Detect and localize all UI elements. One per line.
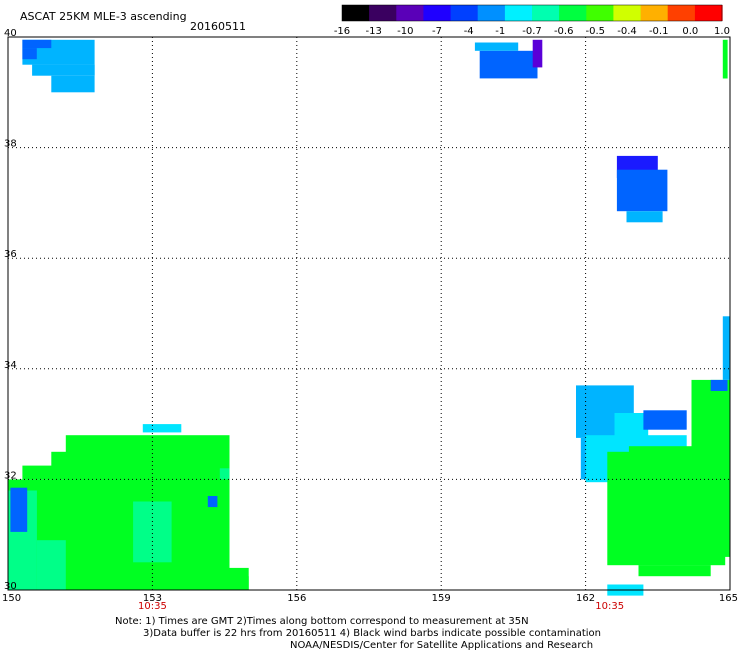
colorbar-tick-label-8: -0.5 [586,26,606,37]
heatmap-cells [8,39,730,596]
y-tick-label-40: 40 [4,28,17,39]
heat-cell-east-blip-0 [722,39,728,79]
colorbar-segment-11 [640,5,669,21]
x-tick-label-159: 159 [432,593,451,604]
heat-cell-sw-seafoam-1 [36,540,66,590]
x-tick-label-165: 165 [719,593,738,604]
footer-note-line-2: 3)Data buffer is 22 hrs from 20160511 4)… [143,628,601,639]
colorbar-segment-0 [342,5,370,21]
heat-cell-nw-patch-edge-0 [22,39,52,49]
heat-cell-se-green-1 [638,565,711,577]
heat-cell-island-patch-base-0 [626,211,663,223]
colorbar-segment-4 [450,5,479,21]
colorbar-tick-label-6: -0.7 [522,26,542,37]
heat-cell-sw-green-1 [22,465,61,480]
grid-lines [8,37,730,590]
colorbar-segment-7 [532,5,560,21]
colorbar-tick-label-7: -0.6 [554,26,574,37]
heat-cell-sw-blue-1 [207,496,218,508]
heat-cell-sw-seafoam-2 [133,501,172,563]
heat-cell-se-east-strip-0 [722,316,730,380]
heat-cell-se-cyan-1 [614,413,649,452]
colorbar-segment-2 [396,5,424,21]
colorbar-tick-label-9: -0.4 [617,26,637,37]
colorbar-tick-labels: -16 -13 -10 -7 -4 -1 -0.7 -0.6 -0.5 -0.4 -0.1 0.0 1.… [334,26,730,37]
y-tick-label-38: 38 [4,139,17,150]
colorbar-border [341,4,723,22]
colorbar-segment-12 [667,5,696,21]
x-axis-tick-labels: 150 153 156 159 162 165 [2,593,738,604]
heat-cell-north-patch-edge-0 [532,39,543,68]
y-tick-label-36: 36 [4,249,17,260]
colorbar-segment-1 [369,5,397,21]
heat-cell-nw-patch-2 [51,75,95,93]
plot-frame [7,36,731,591]
colorbar-segment-9 [586,5,614,21]
colorbar-tick-label-3: -7 [432,26,442,37]
colorbar-segment-10 [613,5,642,21]
colorbar-tick-label-2: -10 [397,26,413,37]
heat-cell-nw-patch-edge-1 [22,48,37,60]
colorbar-tick-label-0: -16 [334,26,350,37]
x-tick-label-162: 162 [576,593,595,604]
colorbar-segment-3 [423,5,452,21]
chart-title: ASCAT 25KM MLE-3 ascending [20,10,187,23]
colorbar-tick-label-4: -4 [464,26,474,37]
colorbar-segment-8 [559,5,587,21]
time-label-0: 10:35 [138,601,167,612]
chart-date: 20160511 [190,20,246,33]
colorbar [341,4,723,22]
colorbar-tick-label-11: 0.0 [682,26,698,37]
heat-cell-sw-green-6 [215,576,249,590]
y-tick-label-34: 34 [4,360,17,371]
heat-cell-north-patch-top-0 [474,42,519,51]
y-axis-tick-labels: 30 32 34 36 38 40 [4,28,17,592]
heat-cell-nw-patch-1 [32,64,95,76]
time-label-1: 10:35 [595,601,624,612]
heat-cell-sw-green-4 [118,449,230,480]
heat-cell-north-patch-0 [479,50,538,79]
colorbar-segment-5 [477,5,506,21]
colorbar-tick-label-5: -1 [495,26,505,37]
footer-credit: NOAA/NESDIS/Center for Satellite Applica… [290,640,593,650]
heat-cell-island-patch-body-0 [616,169,668,212]
colorbar-tick-label-12: 1.0 [714,26,730,37]
colorbar-tick-label-10: -0.1 [649,26,669,37]
heat-cell-sw-cyan-top-0 [142,424,182,433]
y-tick-label-30: 30 [4,581,17,592]
y-tick-label-32: 32 [4,470,17,481]
heat-cell-se-green-2 [691,379,730,557]
colorbar-tick-label-1: -13 [366,26,382,37]
heat-cell-sw-seafoam-3 [219,468,230,480]
x-tick-label-150: 150 [2,593,21,604]
colorbar-segment-6 [504,5,533,21]
heat-cell-sw-blue-0 [10,487,28,532]
x-tick-label-153: 153 [143,593,162,604]
footer-note-line-1: Note: 1) Times are GMT 2)Times along bot… [115,616,529,627]
x-tick-label-156: 156 [287,593,306,604]
colorbar-segment-13 [694,5,723,21]
heat-cell-se-blue-0 [643,410,687,430]
time-labels: 10:35 10:35 [138,601,624,612]
heat-cell-se-green-3 [628,446,692,469]
heat-cell-se-blue-1 [710,379,728,391]
